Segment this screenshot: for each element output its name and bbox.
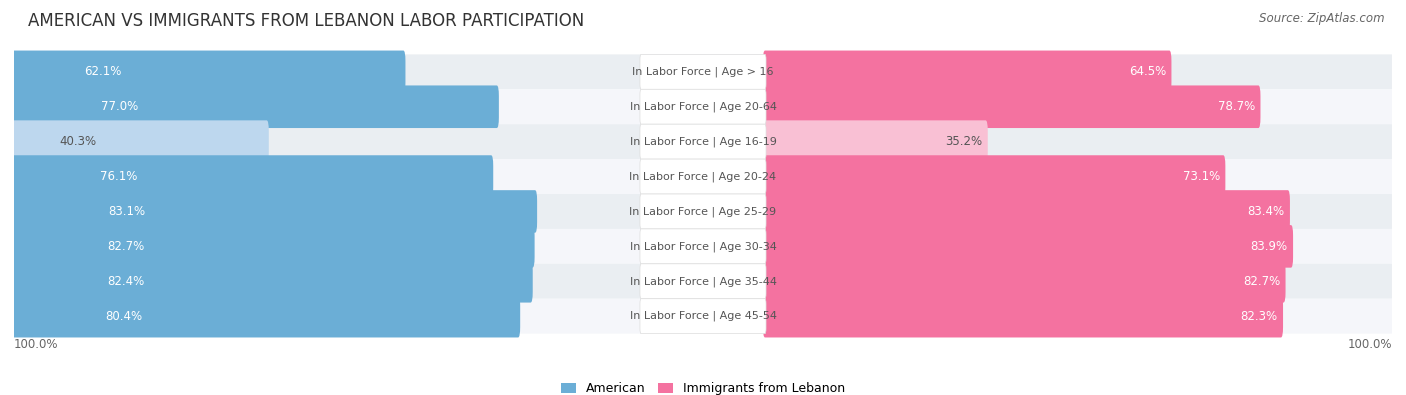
Text: 77.0%: 77.0% — [101, 100, 138, 113]
FancyBboxPatch shape — [13, 225, 534, 268]
Text: 35.2%: 35.2% — [945, 135, 983, 148]
FancyBboxPatch shape — [13, 295, 520, 337]
FancyBboxPatch shape — [13, 260, 533, 303]
FancyBboxPatch shape — [13, 155, 494, 198]
FancyBboxPatch shape — [14, 124, 1392, 159]
Text: 82.7%: 82.7% — [107, 240, 145, 253]
Text: In Labor Force | Age 16-19: In Labor Force | Age 16-19 — [630, 136, 776, 147]
Text: 100.0%: 100.0% — [14, 338, 59, 351]
FancyBboxPatch shape — [14, 159, 1392, 194]
Text: 82.7%: 82.7% — [1243, 275, 1279, 288]
Text: 62.1%: 62.1% — [84, 65, 121, 78]
Text: 73.1%: 73.1% — [1182, 170, 1220, 183]
FancyBboxPatch shape — [640, 55, 766, 89]
Legend: American, Immigrants from Lebanon: American, Immigrants from Lebanon — [561, 382, 845, 395]
FancyBboxPatch shape — [14, 299, 1392, 334]
FancyBboxPatch shape — [763, 225, 1294, 268]
Text: Source: ZipAtlas.com: Source: ZipAtlas.com — [1260, 12, 1385, 25]
FancyBboxPatch shape — [13, 120, 269, 163]
FancyBboxPatch shape — [14, 55, 1392, 89]
Text: 83.4%: 83.4% — [1247, 205, 1285, 218]
Text: 76.1%: 76.1% — [100, 170, 138, 183]
FancyBboxPatch shape — [763, 85, 1260, 128]
FancyBboxPatch shape — [14, 89, 1392, 124]
Text: 82.4%: 82.4% — [107, 275, 145, 288]
FancyBboxPatch shape — [13, 190, 537, 233]
FancyBboxPatch shape — [763, 190, 1289, 233]
FancyBboxPatch shape — [640, 194, 766, 229]
Text: 40.3%: 40.3% — [59, 135, 97, 148]
FancyBboxPatch shape — [763, 260, 1285, 303]
Text: 83.1%: 83.1% — [108, 205, 145, 218]
FancyBboxPatch shape — [13, 51, 405, 93]
Text: 78.7%: 78.7% — [1218, 100, 1256, 113]
FancyBboxPatch shape — [640, 299, 766, 334]
FancyBboxPatch shape — [14, 194, 1392, 229]
FancyBboxPatch shape — [13, 85, 499, 128]
Text: In Labor Force | Age 30-34: In Labor Force | Age 30-34 — [630, 241, 776, 252]
FancyBboxPatch shape — [763, 295, 1284, 337]
FancyBboxPatch shape — [763, 51, 1171, 93]
Text: In Labor Force | Age 45-54: In Labor Force | Age 45-54 — [630, 311, 776, 322]
Text: 80.4%: 80.4% — [105, 310, 142, 323]
Text: In Labor Force | Age 25-29: In Labor Force | Age 25-29 — [630, 206, 776, 217]
FancyBboxPatch shape — [14, 229, 1392, 264]
FancyBboxPatch shape — [763, 120, 988, 163]
Text: 100.0%: 100.0% — [1347, 338, 1392, 351]
FancyBboxPatch shape — [14, 264, 1392, 299]
FancyBboxPatch shape — [763, 155, 1226, 198]
Text: In Labor Force | Age > 16: In Labor Force | Age > 16 — [633, 67, 773, 77]
Text: In Labor Force | Age 20-24: In Labor Force | Age 20-24 — [630, 171, 776, 182]
Text: 82.3%: 82.3% — [1240, 310, 1278, 323]
Text: 64.5%: 64.5% — [1129, 65, 1166, 78]
FancyBboxPatch shape — [640, 264, 766, 299]
FancyBboxPatch shape — [640, 124, 766, 159]
FancyBboxPatch shape — [640, 229, 766, 264]
Text: AMERICAN VS IMMIGRANTS FROM LEBANON LABOR PARTICIPATION: AMERICAN VS IMMIGRANTS FROM LEBANON LABO… — [28, 12, 585, 30]
Text: 83.9%: 83.9% — [1250, 240, 1288, 253]
Text: In Labor Force | Age 20-64: In Labor Force | Age 20-64 — [630, 102, 776, 112]
FancyBboxPatch shape — [640, 159, 766, 194]
FancyBboxPatch shape — [640, 89, 766, 124]
Text: In Labor Force | Age 35-44: In Labor Force | Age 35-44 — [630, 276, 776, 286]
